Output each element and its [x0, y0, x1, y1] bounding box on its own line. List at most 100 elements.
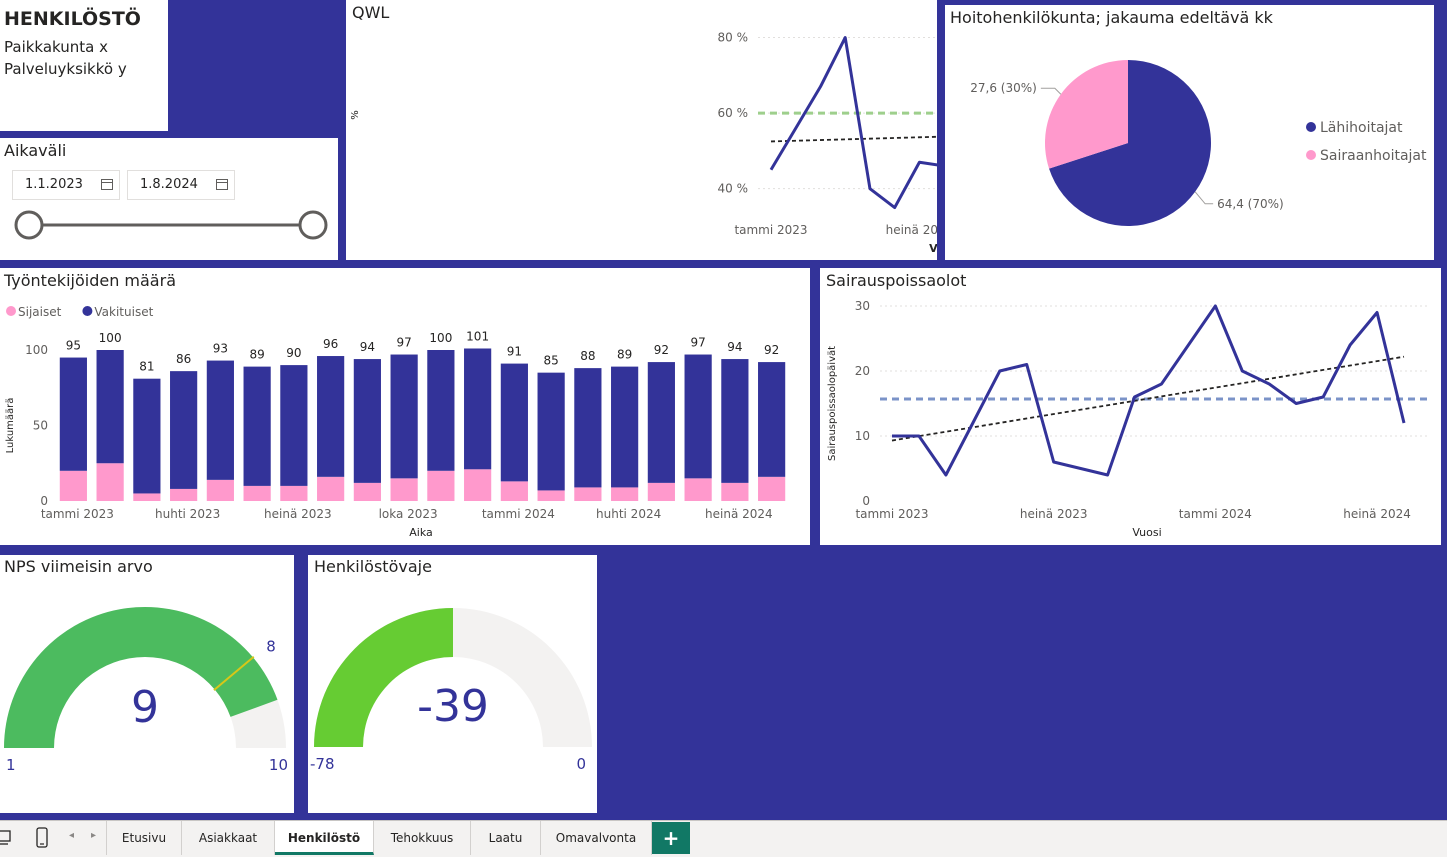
pie-leader-line [1040, 87, 1062, 95]
nps-card: NPS viimeisin arvo 8 9 1 10 [0, 555, 294, 813]
date-range-slider[interactable] [0, 205, 338, 245]
sick-leave-chart: 0 10 20 30 Sairauspoissaolopäivät tammi 2023 h… [827, 299, 1428, 539]
data-label-bg [95, 328, 126, 345]
slider-end-handle[interactable] [298, 210, 328, 240]
gauge-min-label: -78 [310, 755, 335, 773]
x-axis-label: Vuosi [1132, 526, 1161, 539]
bar-segment [243, 366, 271, 486]
x-tick-label: heinä 2023 [264, 507, 332, 521]
y-tick-label: 50 [33, 419, 48, 433]
bar-segment [464, 348, 492, 470]
data-label-bg [425, 328, 456, 345]
data-label-bg [719, 337, 750, 355]
bar-segment [133, 493, 161, 501]
slider-start-handle[interactable] [14, 210, 44, 240]
y-tick-label: 80 % [718, 31, 749, 45]
tab-etusivu[interactable]: Etusivu [107, 821, 182, 855]
data-label-bg [609, 344, 640, 362]
data-label-bg [278, 343, 309, 361]
x-tick-label: heinä 2024 [1343, 507, 1411, 521]
gauge-value: 9 [131, 682, 159, 733]
nps-title: NPS viimeisin arvo [4, 557, 153, 576]
x-tick-label: tammi 2024 [482, 507, 555, 521]
sick-leave-title: Sairauspoissaolot [826, 271, 967, 290]
data-label-bg [536, 350, 567, 368]
chevron-left-icon[interactable]: ◂ [69, 830, 75, 841]
bar-segment [721, 482, 749, 501]
calendar-icon[interactable] [216, 179, 228, 190]
start-date-value: 1.1.2023 [25, 177, 83, 192]
bar-segment [59, 357, 87, 471]
tab-laatu[interactable]: Laatu [471, 821, 541, 855]
nps-gauge: 8 9 1 10 [4, 607, 288, 774]
x-tick-label: tammi 2023 [855, 507, 928, 521]
bar-segment [59, 470, 87, 501]
y-tick-label: 0 [40, 494, 48, 508]
header-line-2: Palveluyksikkö y [4, 60, 127, 78]
y-axis-label: Lukumäärä [5, 398, 16, 454]
gauge-max-label: 10 [269, 756, 288, 774]
tab-omavalvonta[interactable]: Omavalvonta [541, 821, 652, 855]
tab-asiakkaat[interactable]: Asiakkaat [182, 821, 275, 855]
bar-total-label: 100 [429, 331, 452, 345]
desktop-layout-icon[interactable] [0, 829, 14, 847]
pie-card: Hoitohenkilökunta; jakauma edeltävä kk 6… [945, 5, 1434, 260]
bar-total-label: 93 [213, 342, 228, 356]
bar-segment [574, 368, 602, 488]
tab-henkilosto[interactable]: Henkilöstö [275, 821, 374, 855]
legend-label: Sairaanhoitajat [1320, 148, 1427, 164]
data-label-bg [352, 337, 383, 355]
staff-shortage-card: Henkilöstövaje -39 -78 0 [308, 555, 597, 813]
bar-total-label: 92 [654, 343, 669, 357]
y-tick-label: 20 [855, 364, 870, 378]
plus-icon: + [662, 826, 680, 850]
bar-segment [684, 354, 712, 479]
pie-chart: 64,4 (70%) 27,6 (30%) Lähihoitajat Sairaanh… [970, 60, 1427, 226]
y-axis-label: Sairauspoissaolopäivät [827, 346, 838, 461]
data-label-bg [315, 334, 346, 352]
pie-data-label: 27,6 (30%) [970, 81, 1037, 95]
bar-total-label: 100 [99, 331, 122, 345]
data-label-bg [646, 340, 677, 358]
bar-segment [758, 362, 786, 477]
x-tick-label: huhti 2023 [155, 507, 220, 521]
bar-segment [574, 487, 602, 501]
x-tick-label: heinä 2023 [886, 223, 937, 237]
tab-tehokkuus[interactable]: Tehokkuus [374, 821, 471, 855]
pie-title: Hoitohenkilökunta; jakauma edeltävä kk [950, 8, 1273, 27]
bar-total-label: 92 [764, 343, 779, 357]
x-tick-label: huhti 2024 [596, 507, 661, 521]
bar-total-label: 96 [323, 337, 338, 351]
end-date-value: 1.8.2024 [140, 177, 198, 192]
bar-segment [427, 470, 455, 501]
add-page-button[interactable]: + [652, 822, 690, 854]
bar-segment [500, 481, 528, 501]
trend-line [891, 355, 1405, 442]
data-label-bg [131, 356, 162, 374]
chevron-right-icon[interactable]: ▸ [91, 830, 97, 841]
gauge-target-marker [213, 655, 255, 691]
bar-segment [280, 365, 308, 486]
pie-leader-line [1194, 191, 1214, 205]
x-tick-label: tammi 2023 [734, 223, 807, 237]
employees-card: Työntekijöiden määrä Sijaiset Vakituiset 0… [0, 268, 810, 545]
start-date-input[interactable]: 1.1.2023 [12, 170, 120, 200]
legend-label: Lähihoitajat [1320, 120, 1403, 136]
bar-total-label: 88 [580, 349, 595, 363]
legend-marker [6, 306, 16, 316]
trend-line [770, 135, 937, 143]
calendar-icon[interactable] [101, 179, 113, 190]
mobile-layout-icon[interactable] [34, 827, 50, 849]
y-tick-label: 0 [862, 494, 870, 508]
y-tick-label: 40 % [718, 182, 749, 196]
y-tick-label: 10 [855, 429, 870, 443]
bar-segment [390, 478, 418, 501]
gauge-target-label: 8 [266, 638, 276, 656]
header-line-1: Paikkakunta x [4, 38, 108, 56]
end-date-input[interactable]: 1.8.2024 [127, 170, 235, 200]
data-label-bg [205, 338, 236, 356]
bar-segment [353, 359, 381, 483]
pie-data-label: 64,4 (70%) [1217, 197, 1284, 211]
bar-segment [611, 487, 639, 501]
sick-leave-series-line [892, 304, 1406, 477]
